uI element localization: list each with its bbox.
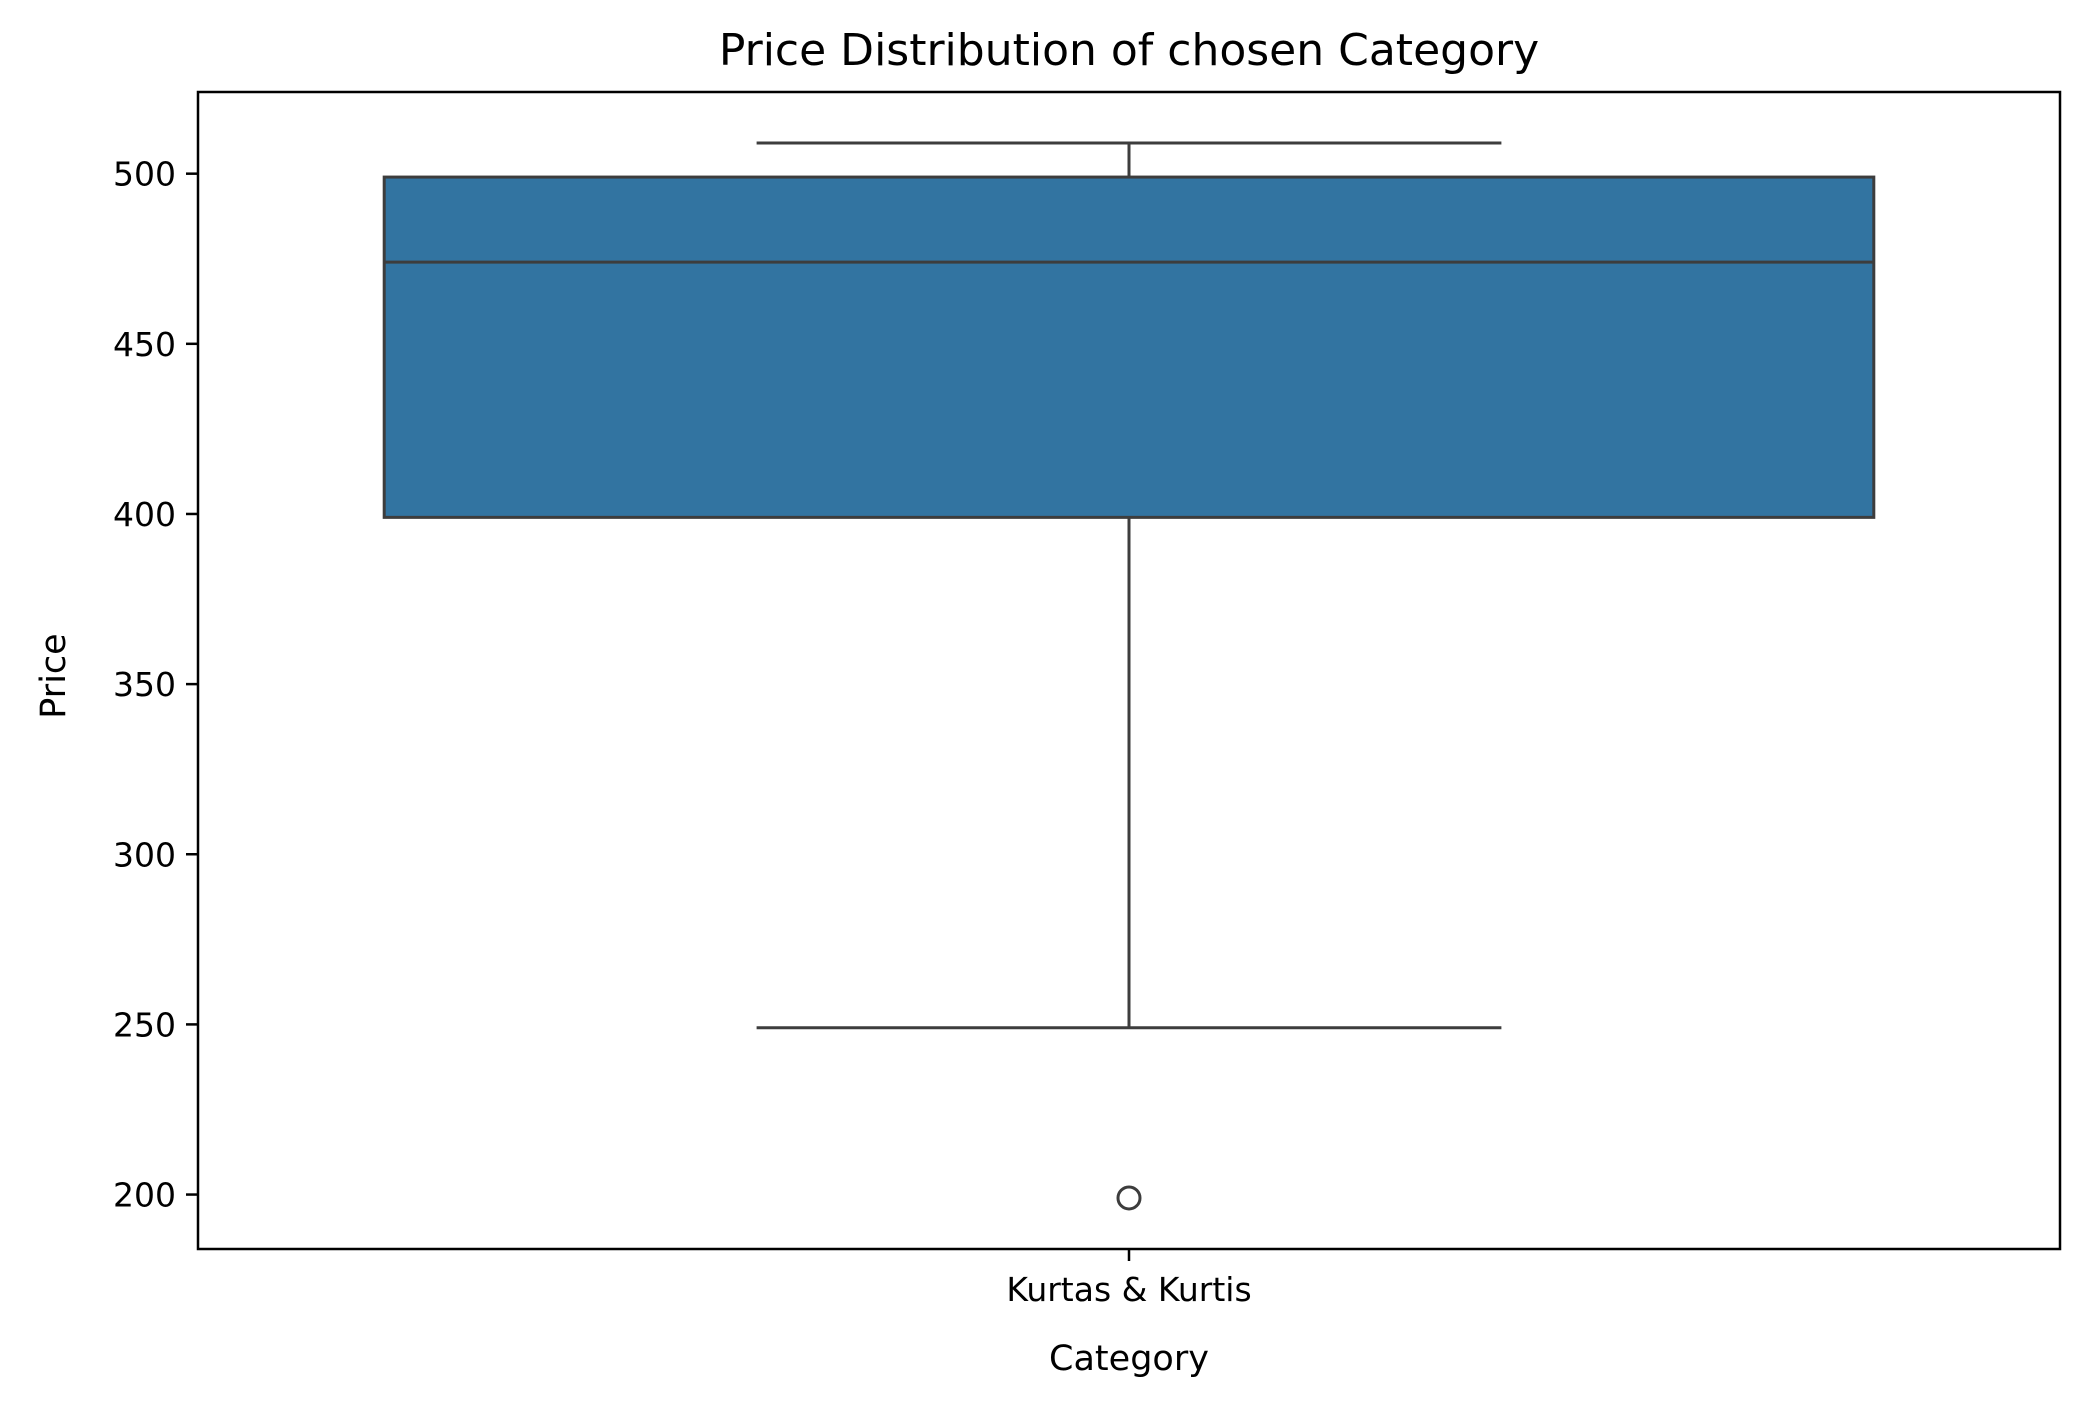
box-iqr [382, 175, 1876, 519]
x-axis-label: Category [1049, 1339, 1209, 1379]
plot-area [196, 90, 2062, 1251]
y-axis: 200 250 300 350 400 450 500 [113, 155, 198, 1215]
y-tick-label: 350 [113, 665, 176, 704]
outlier-point [1116, 1185, 1142, 1211]
y-tick-label: 200 [113, 1176, 176, 1215]
y-tick-label: 500 [113, 155, 176, 194]
y-tick-label: 450 [113, 325, 176, 364]
y-axis-label: Price [34, 633, 74, 718]
chart-title: Price Distribution of chosen Category [719, 25, 1539, 76]
y-tick-label: 300 [113, 835, 176, 874]
y-tick-label: 400 [113, 495, 176, 534]
y-tick-label: 250 [113, 1005, 176, 1044]
x-axis: Kurtas & Kurtis [1006, 1249, 1252, 1309]
x-tick-label: Kurtas & Kurtis [1006, 1270, 1251, 1309]
